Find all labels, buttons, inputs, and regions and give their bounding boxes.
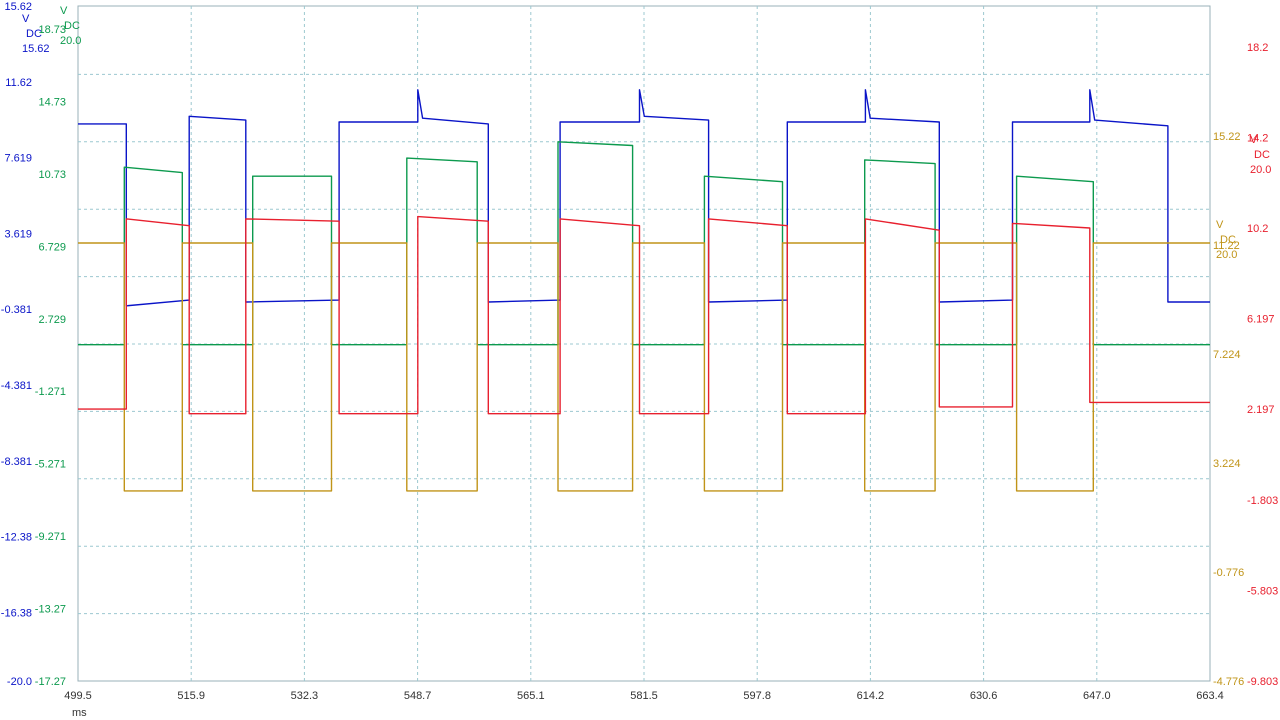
red-axis-top-value: 20.0: [1250, 164, 1271, 176]
gold-tick-label: 11.22: [1213, 240, 1240, 252]
green-tick-label: -5.271: [35, 459, 66, 471]
blue-tick-label: -4.381: [1, 380, 32, 392]
green-tick-label: 2.729: [38, 314, 66, 326]
green-tick-label: 10.73: [38, 169, 66, 181]
x-tick-label: 597.8: [743, 690, 771, 702]
x-tick-label: 647.0: [1083, 690, 1111, 702]
green-trace: [78, 141, 1210, 346]
red-axis-unit: DC: [1254, 149, 1270, 161]
x-tick-label: 630.6: [970, 690, 998, 702]
red-tick-label: 18.2: [1247, 42, 1268, 54]
green-tick-label: -1.271: [35, 386, 66, 398]
green-tick-label: -17.27: [35, 676, 66, 688]
x-tick-label: 532.3: [291, 690, 319, 702]
blue-tick-label: 7.619: [4, 153, 32, 165]
red-tick-label: 2.197: [1247, 404, 1275, 416]
x-tick-label: 581.5: [630, 690, 658, 702]
gold-tick-label: -4.776: [1213, 676, 1244, 688]
red-tick-label: -1.803: [1247, 495, 1278, 507]
gold-tick-label: 15.22: [1213, 131, 1241, 143]
green-tick-label: 6.729: [38, 241, 66, 253]
green-tick-label: -9.271: [35, 531, 66, 543]
blue-tick-label: -8.381: [1, 456, 32, 468]
x-tick-label: 548.7: [404, 690, 432, 702]
blue-axis: V DC 15.62 15.62 11.62 7.619 3.619 -0.381 -4.381…: [1, 1, 50, 688]
blue-axis-unit: V: [22, 13, 30, 25]
x-axis-ticks: 499.5 515.9 532.3 548.7 565.1 581.5 597.8 614.2…: [64, 690, 1224, 702]
blue-tick-label: 3.619: [4, 228, 32, 240]
blue-tick-label: 15.62: [4, 1, 32, 13]
red-tick-label: 10.2: [1247, 223, 1268, 235]
blue-tick-label: 11.62: [5, 77, 32, 89]
green-axis-unit: DC: [64, 20, 80, 32]
gold-tick-label: 3.224: [1213, 458, 1241, 470]
red-axis: V DC 20.0 18.2 14.2 10.2 6.197 2.197 -1.803 -5.80…: [1247, 42, 1278, 688]
blue-tick-label: -16.38: [1, 607, 32, 619]
x-axis-unit: ms: [72, 707, 87, 719]
red-tick-label: 14.2: [1247, 132, 1268, 144]
green-axis-unit: V: [60, 5, 68, 17]
green-tick-label: 18.73: [38, 24, 66, 36]
red-tick-label: -5.803: [1247, 585, 1278, 597]
x-tick-label: 499.5: [64, 690, 92, 702]
x-tick-label: 515.9: [177, 690, 205, 702]
blue-tick-label: -20.0: [7, 676, 32, 688]
blue-axis-unit: DC: [26, 28, 42, 40]
gold-tick-label: 7.224: [1213, 349, 1241, 361]
red-trace: [78, 215, 1210, 415]
green-axis-top-value: 20.0: [60, 35, 81, 47]
red-axis-unit: V: [1250, 134, 1258, 146]
x-tick-label: 614.2: [857, 690, 885, 702]
gold-trace: [78, 242, 1210, 492]
gold-axis: V DC 20.0 15.22 11.22 7.224 3.224 -0.776 -4.776: [1213, 131, 1244, 688]
red-tick-label: -9.803: [1247, 676, 1278, 688]
gold-axis-top-value: 20.0: [1216, 249, 1237, 261]
x-tick-label: 565.1: [517, 690, 545, 702]
red-tick-label: 6.197: [1247, 314, 1275, 326]
traces: [78, 89, 1210, 492]
gold-tick-label: -0.776: [1213, 567, 1244, 579]
blue-tick-label: -12.38: [1, 532, 32, 544]
blue-tick-label: -0.381: [1, 304, 32, 316]
gold-axis-unit: V: [1216, 219, 1224, 231]
green-axis: V DC 20.018.73 14.73 10.73 6.729 2.729 -1.271 -5…: [35, 5, 82, 688]
blue-axis-top-value: 15.62: [22, 43, 50, 55]
green-tick-label: -13.27: [35, 604, 66, 616]
gold-axis-unit: DC: [1220, 234, 1236, 246]
green-tick-label: 14.73: [38, 96, 66, 108]
y-axes: V DC 15.62 15.62 11.62 7.619 3.619 -0.381 -4.381…: [1, 1, 1278, 688]
x-tick-label: 663.4: [1196, 690, 1224, 702]
